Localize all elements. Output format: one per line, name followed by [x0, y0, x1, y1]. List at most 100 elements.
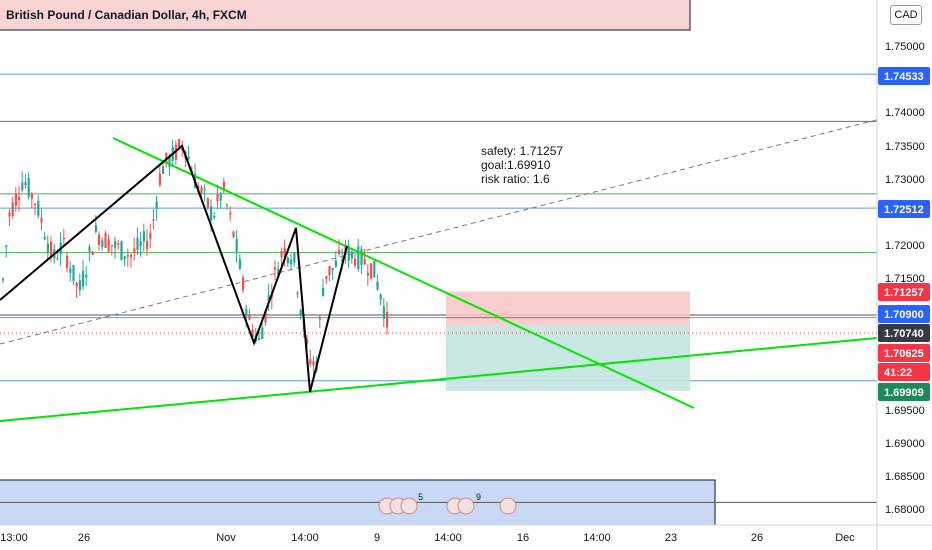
candle-body-32: [104, 232, 107, 248]
currency-badge[interactable]: CAD: [890, 5, 922, 25]
price-tag-bg-2: [878, 283, 930, 301]
candle-body-82: [264, 310, 267, 323]
candle-body-117: [376, 281, 379, 290]
ascending-trendline: [0, 337, 878, 422]
candle-body-41: [133, 248, 136, 253]
candle-body-66: [213, 215, 216, 218]
price-tag-label-6: 41:22: [884, 367, 912, 379]
y-tick-7: 1.69000: [885, 438, 925, 450]
candle-body-80: [258, 337, 261, 340]
candle-body-72: [232, 231, 235, 237]
candle-body-93: [299, 309, 302, 315]
price-tag-label-0: 1.74533: [884, 71, 924, 83]
candle-body-39: [126, 254, 129, 257]
x-tick-4: 9: [374, 532, 380, 544]
candle-body-23: [75, 282, 78, 287]
candle-body-105: [338, 250, 341, 255]
price-tag-label-4: 1.70740: [884, 328, 924, 340]
candle-body-30: [98, 234, 101, 245]
x-tick-1: 26: [78, 532, 90, 544]
descending-trendline: [112, 137, 695, 409]
candle-body-83: [267, 295, 270, 301]
candle-body-64: [206, 198, 209, 208]
candle-body-62: [200, 187, 203, 194]
candle-body-68: [219, 193, 222, 201]
candle-body-77: [248, 315, 251, 320]
candle-body-67: [216, 194, 219, 202]
candle-body-49: [158, 173, 161, 186]
trade-annotation[interactable]: safety: 1.71257 goal:1.69910 risk ratio:…: [481, 144, 563, 186]
candle-body-20: [66, 255, 69, 269]
reward-zone: [446, 325, 690, 391]
event-count-5: 5: [418, 492, 423, 502]
candle-body-101: [325, 276, 328, 279]
candle-body-89: [286, 257, 289, 264]
candle-body-111: [357, 246, 360, 269]
candle-body-55: [178, 139, 181, 148]
annotation-safety: safety: 1.71257: [481, 144, 564, 158]
candle-body-33: [107, 239, 110, 252]
price-tag-bg-7: [878, 383, 930, 401]
candle-body-119: [382, 306, 385, 319]
event-count-9: 9: [476, 492, 481, 502]
x-tick-10: Dec: [835, 532, 855, 544]
candle-body-113: [363, 258, 366, 265]
candle-body-110: [354, 258, 357, 266]
candle-body-46: [149, 232, 152, 239]
candle-body-31: [101, 240, 104, 248]
candle-body-21: [69, 268, 72, 273]
y-tick-9: 1.68000: [885, 504, 925, 516]
annotation-risk-ratio: risk ratio: 1.6: [481, 172, 550, 186]
candle-body-114: [366, 272, 369, 276]
candle-body-51: [165, 152, 168, 164]
price-tag-label-1: 1.72512: [884, 204, 924, 216]
price-tag-label-5: 1.70625: [884, 348, 924, 360]
candle-body-43: [139, 241, 142, 246]
x-tick-6: 16: [517, 532, 529, 544]
candle-body-25: [82, 270, 85, 287]
candle-body-26: [85, 274, 88, 278]
candle-body-99: [318, 317, 321, 320]
candle-body-11: [37, 200, 40, 216]
candle-body-104: [334, 260, 337, 267]
candle-body-5: [18, 197, 21, 200]
candle-body-8: [27, 177, 30, 197]
candle-body-13: [43, 237, 46, 240]
candle-body-7: [24, 182, 27, 186]
candle-body-88: [283, 247, 286, 259]
candle-body-1: [5, 245, 8, 248]
x-tick-7: 14:00: [583, 532, 611, 544]
candle-body-9: [30, 193, 33, 199]
candle-body-37: [120, 241, 123, 260]
price-tag-label-3: 1.70900: [884, 309, 924, 321]
candle-body-76: [245, 308, 248, 316]
candle-body-86: [277, 269, 280, 276]
price-tag-bg-4: [878, 324, 930, 342]
candle-body-87: [280, 251, 283, 258]
candle-body-2: [8, 212, 11, 217]
risk-zone: [446, 291, 690, 326]
candle-body-50: [162, 166, 165, 174]
candle-body-14: [46, 243, 49, 252]
candle-body-6: [21, 182, 24, 190]
price-tag-bg-6: [878, 363, 930, 381]
candle-body-19: [62, 237, 65, 240]
dashed-channel-line: [0, 118, 881, 345]
candle-body-10: [34, 203, 37, 205]
candle-body-103: [331, 267, 334, 271]
price-tag-label-7: 1.69909: [884, 387, 924, 399]
candle-body-65: [210, 206, 213, 221]
candle-body-36: [117, 243, 120, 246]
price-tag-bg-5: [878, 344, 930, 362]
candle-body-95: [306, 339, 309, 345]
candle-body-109: [350, 251, 353, 259]
candle-body-116: [373, 261, 376, 278]
event-marker-2: [400, 497, 418, 515]
y-tick-2: 1.73500: [885, 141, 925, 153]
candle-body-0: [2, 278, 5, 281]
y-tick-3: 1.73000: [885, 174, 925, 186]
price-axis-background: [877, 0, 932, 550]
candle-body-38: [123, 256, 126, 260]
